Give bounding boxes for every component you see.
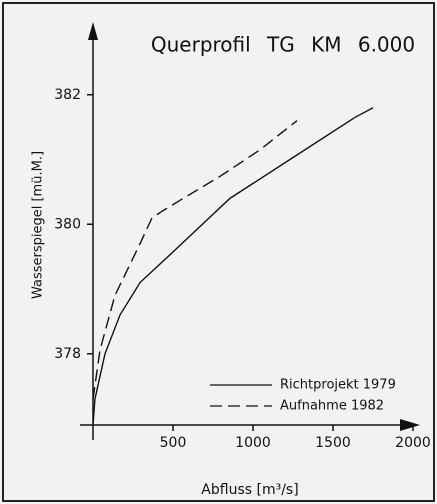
series-line: [92, 120, 298, 400]
x-tick-label: 1000: [235, 435, 271, 451]
x-tick-label: 500: [160, 435, 187, 451]
x-tick-label: 1500: [315, 435, 351, 451]
x-axis-label: Abfluss [m³/s]: [201, 482, 298, 498]
chart-title: Querprofil TG KM 6.000: [151, 33, 415, 57]
x-arrow: [400, 419, 420, 431]
legend-label: Aufnahme 1982: [280, 399, 384, 414]
legend-label: Richtprojekt 1979: [280, 378, 396, 393]
x-tick-label: 2000: [395, 435, 431, 451]
series-line: [92, 107, 374, 426]
y-arrow: [88, 22, 98, 40]
y-tick-label: 380: [54, 216, 81, 232]
y-tick-label: 378: [54, 346, 81, 362]
y-tick-label: 382: [54, 87, 81, 103]
y-axis-label: Wasserspiegel [mü.M.]: [31, 151, 46, 299]
